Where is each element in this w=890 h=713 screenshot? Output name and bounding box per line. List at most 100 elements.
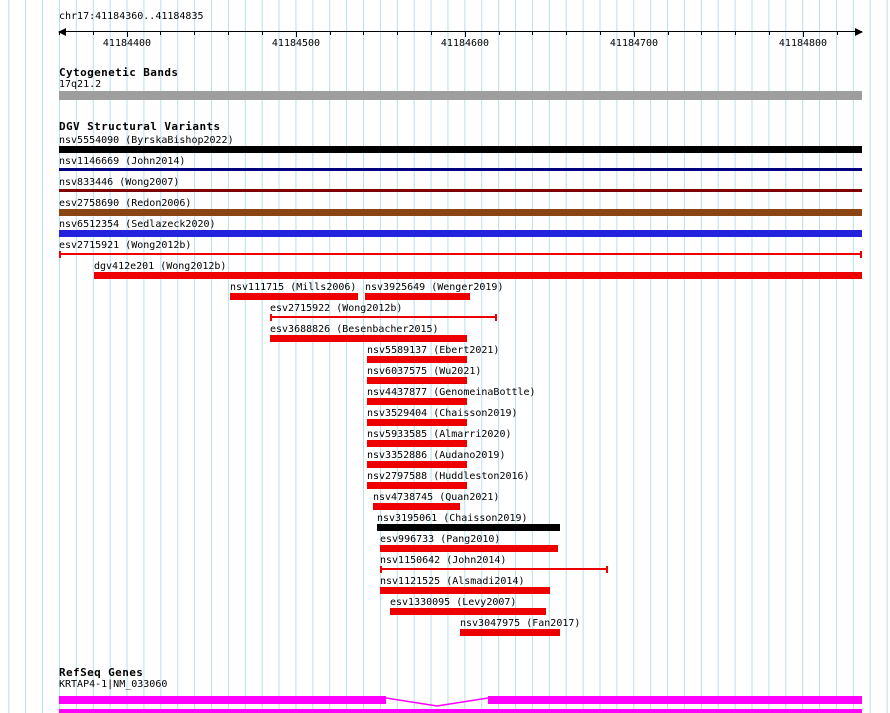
ruler-minor-tick [363,32,365,35]
ruler-minor-tick [261,32,263,35]
variant-bar[interactable] [390,608,546,615]
ruler-minor-tick [836,32,838,35]
gene-exon-bar[interactable] [488,696,862,704]
variant-range-line[interactable] [380,566,608,573]
variant-bar[interactable] [270,335,467,342]
variant-bar[interactable] [367,398,467,405]
ruler-major-tick [803,32,804,37]
ruler-tick-label: 41184400 [102,38,152,49]
variant-range-line[interactable] [270,314,497,321]
variant-range-tick-right [495,314,497,321]
ruler-minor-tick [600,32,601,35]
variant-label[interactable]: esv2758690 (Redon2006) [59,198,192,209]
gene-exon-bar[interactable] [59,696,386,704]
variant-bar[interactable] [59,168,862,171]
ruler-minor-tick [532,32,534,35]
ruler-minor-tick [430,32,432,35]
ruler-minor-tick [329,32,331,35]
variant-bar[interactable] [380,587,550,594]
variant-bar[interactable] [380,545,558,552]
ruler-minor-tick [194,32,196,35]
variant-label[interactable]: nsv3195061 (Chaisson2019) [377,513,528,524]
ruler-minor-tick [769,32,770,35]
variant-label[interactable]: nsv3352886 (Audano2019) [367,450,506,461]
variant-range-bar [380,568,608,570]
variant-label[interactable]: nsv111715 (Mills2006) [230,282,357,293]
ruler-minor-tick [566,32,568,35]
ruler-minor-tick [397,32,399,35]
variant-label[interactable]: esv2715921 (Wong2012b) [59,240,192,251]
cytobands-section-title: Cytogenetic Bands [59,66,179,79]
ruler-major-tick [127,32,128,37]
ruler-minor-tick [701,32,703,35]
variant-label[interactable]: nsv3529404 (Chaisson2019) [367,408,518,419]
variant-label[interactable]: dgv412e201 (Wong2012b) [94,261,227,272]
ruler-tick-label: 41184800 [778,38,828,49]
variant-label[interactable]: nsv1146669 (John2014) [59,156,186,167]
variant-label[interactable]: esv2715922 (Wong2012b) [270,303,403,314]
variant-label[interactable]: nsv4437877 (GenomeinaBottle) [367,387,536,398]
variant-range-tick-left [59,251,61,258]
ruler-minor-tick [160,32,162,35]
variant-bar[interactable] [367,377,467,384]
ruler-minor-tick [735,32,737,35]
variant-label[interactable]: nsv1150642 (John2014) [380,555,507,566]
variant-range-tick-left [270,314,272,321]
variant-bar[interactable] [365,293,470,300]
variant-label[interactable]: nsv3925649 (Wenger2019) [365,282,504,293]
variant-bar[interactable] [230,293,358,300]
variant-bar[interactable] [377,524,560,531]
ruler-minor-tick [92,32,94,35]
variant-label[interactable]: esv1330095 (Levy2007) [390,597,517,608]
variant-bar[interactable] [367,440,467,447]
gene-name-label[interactable]: KRTAP4-1|NM_033060 [59,679,168,690]
ruler-major-tick [634,32,635,37]
variant-bar[interactable] [367,419,467,426]
ruler-tick-label: 41184600 [440,38,490,49]
refseq-section-title: RefSeq Genes [59,666,144,679]
gene-intron-line [385,697,489,707]
variant-bar[interactable] [367,482,467,489]
variant-bar[interactable] [59,209,862,216]
variant-label[interactable]: nsv2797588 (Huddleston2016) [367,471,530,482]
variant-range-line[interactable] [59,251,862,258]
variant-bar[interactable] [367,356,467,363]
variant-bar[interactable] [460,629,560,636]
variant-bar[interactable] [373,503,460,510]
variant-label[interactable]: nsv6512354 (Sedlazeck2020) [59,219,216,230]
variant-label[interactable]: esv3688826 (Besenbacher2015) [270,324,439,335]
variant-label[interactable]: nsv833446 (Wong2007) [59,177,180,188]
ruler-major-tick [296,32,297,37]
variant-label[interactable]: nsv5589137 (Ebert2021) [367,345,500,356]
variant-label[interactable]: nsv4738745 (Quan2021) [373,492,500,503]
ruler-minor-tick [59,32,60,35]
ruler-tick-label: 41184700 [609,38,659,49]
variant-label[interactable]: nsv5933585 (Almarri2020) [367,429,512,440]
gene-clipped-bar[interactable] [59,709,862,713]
ruler-line[interactable] [59,31,862,32]
variant-bar[interactable] [94,272,862,279]
ruler-minor-tick [228,32,230,35]
ruler-arrow-left-icon [58,28,66,36]
region-coordinates: chr17:41184360..41184835 [59,11,204,22]
ruler-arrow-right-icon [855,28,863,36]
variant-bar[interactable] [59,189,862,192]
variant-bar[interactable] [367,461,467,468]
variant-range-tick-right [606,566,608,573]
dgv-section-title: DGV Structural Variants [59,120,221,133]
variant-label[interactable]: nsv5554090 (ByrskaBishop2022) [59,135,234,146]
ruler-tick-label: 41184500 [271,38,321,49]
variant-label[interactable]: nsv6037575 (Wu2021) [367,366,482,377]
variant-range-tick-right [860,251,862,258]
cytoband-bar[interactable] [59,91,862,100]
variant-bar[interactable] [59,146,862,153]
variant-label[interactable]: nsv1121525 (Alsmadi2014) [380,576,525,587]
ruler-major-tick [465,32,466,37]
variant-label[interactable]: nsv3047975 (Fan2017) [460,618,581,629]
variant-bar[interactable] [59,230,862,237]
variant-label[interactable]: esv996733 (Pang2010) [380,534,501,545]
